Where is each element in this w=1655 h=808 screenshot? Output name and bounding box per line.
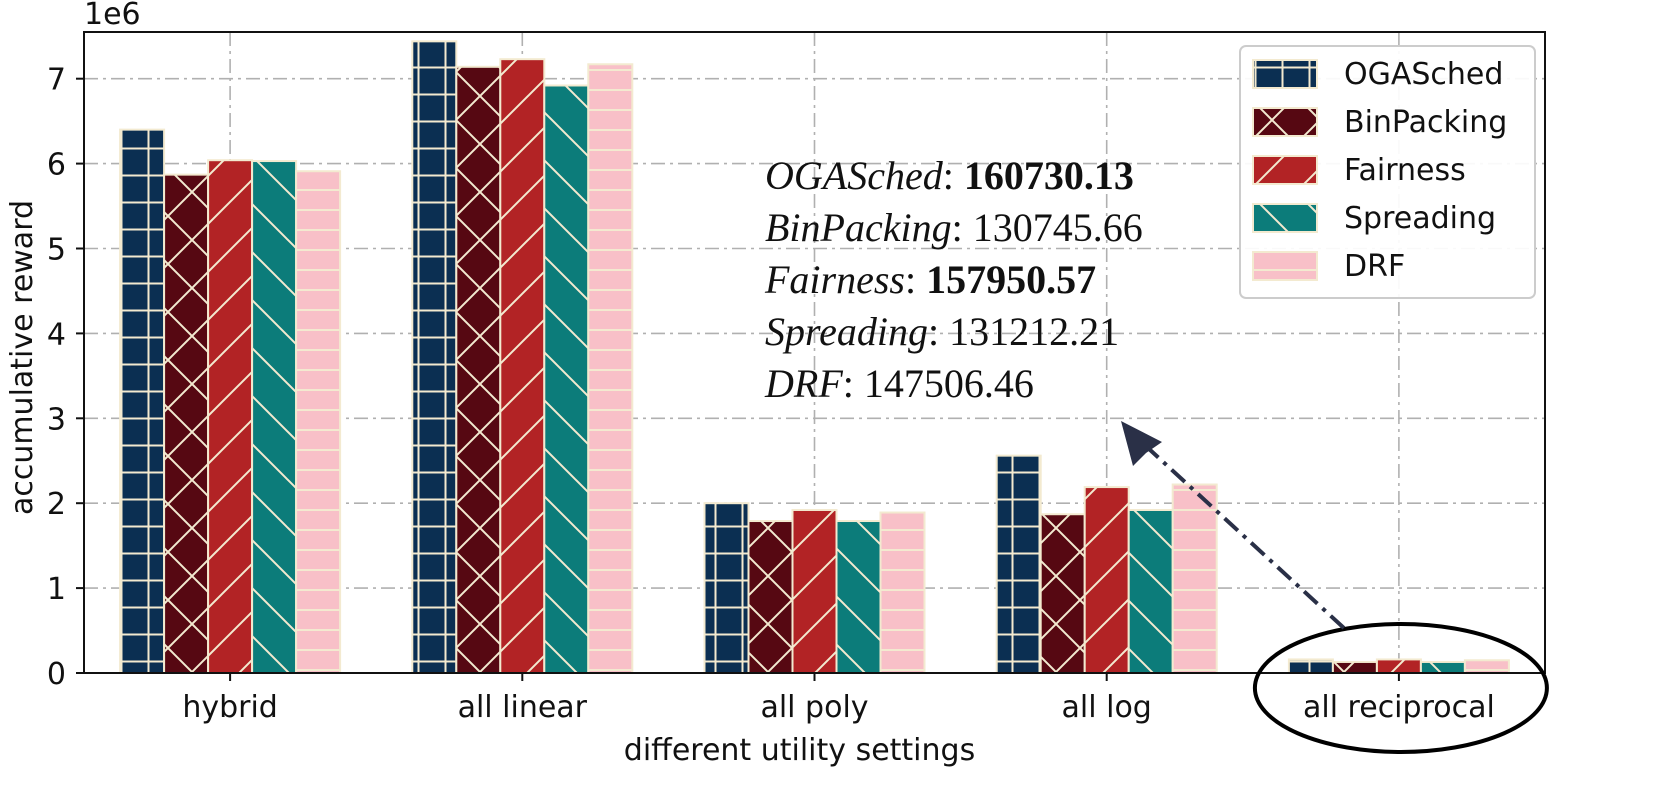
bars	[119, 40, 1510, 675]
bar-spreading-all-poly	[835, 520, 882, 675]
arrow-shaft	[1146, 446, 1346, 630]
legend-label-fairness: Fairness	[1344, 153, 1466, 188]
bar-spreading-hybrid	[251, 160, 298, 674]
bar-ogasched-all-linear	[411, 40, 458, 675]
annotation-line: DRF: 147506.46	[764, 361, 1034, 406]
legend: OGASched BinPacking Fairness Spreading DRF	[1239, 45, 1536, 299]
highlight-ellipse	[1252, 622, 1549, 754]
bar-binpacking-all-linear	[455, 65, 502, 675]
x-tick-label: hybrid	[182, 690, 278, 725]
x-tick-label: all linear	[458, 690, 588, 725]
y-tick-label: 1	[47, 572, 66, 607]
legend-swatch-ogasched	[1252, 59, 1318, 89]
legend-swatch-drf	[1252, 251, 1318, 281]
bar-fairness-all-poly	[791, 508, 838, 674]
legend-label-drf: DRF	[1344, 249, 1405, 284]
bar-drf-all-reciprocal	[1463, 659, 1510, 674]
y-tick-label: 7	[47, 63, 66, 98]
bar-drf-hybrid	[295, 170, 342, 674]
annotation-text: OGASched: 160730.13 BinPacking: 130745.66…	[764, 153, 1143, 406]
bar-fairness-all-log	[1083, 486, 1130, 674]
x-axis-ticks: hybrid all linear all poly all log all recip…	[182, 673, 1495, 725]
x-tick-label: all reciprocal	[1303, 690, 1495, 725]
bar-binpacking-all-log	[1039, 513, 1086, 675]
bar-spreading-all-log	[1127, 508, 1174, 674]
y-axis-title: accumulative reward	[5, 200, 40, 515]
legend-label-ogasched: OGASched	[1344, 57, 1503, 92]
annotation-line: Spreading: 131212.21	[765, 309, 1119, 354]
annotation-line: Fairness: 157950.57	[764, 257, 1096, 302]
y-tick-label: 3	[47, 402, 66, 437]
bar-binpacking-hybrid	[163, 173, 210, 674]
bar-fairness-hybrid	[207, 159, 254, 674]
y-tick-label: 2	[47, 487, 66, 522]
y-tick-label: 5	[47, 232, 66, 267]
bar-binpacking-all-poly	[747, 520, 794, 675]
bar-drf-all-linear	[587, 63, 634, 674]
x-tick-label: all poly	[760, 690, 868, 725]
bar-ogasched-all-log	[995, 454, 1042, 674]
legend-label-binpacking: BinPacking	[1344, 105, 1507, 140]
y-tick-label: 4	[47, 317, 66, 352]
x-axis-title: different utility settings	[624, 733, 975, 768]
y-axis-ticks: 0 1 2 3 4 5 6 7	[47, 63, 84, 692]
bar-ogasched-all-poly	[703, 502, 750, 674]
bar-spreading-all-linear	[543, 84, 590, 674]
arrow-head	[1121, 421, 1162, 466]
bar-fairness-all-linear	[499, 58, 546, 674]
annotation-line: BinPacking: 130745.66	[765, 205, 1143, 250]
x-tick-label: all log	[1062, 690, 1152, 725]
annotation-line: OGASched: 160730.13	[765, 153, 1134, 198]
bar-ogasched-all-reciprocal	[1287, 658, 1334, 674]
legend-swatch-fairness	[1252, 155, 1318, 185]
y-tick-label: 0	[47, 657, 66, 692]
bar-drf-all-poly	[879, 511, 926, 674]
bar-spreading-all-reciprocal	[1419, 660, 1466, 674]
y-scale-label: 1e6	[84, 0, 141, 32]
y-tick-label: 6	[47, 148, 66, 183]
legend-swatch-binpacking	[1252, 107, 1318, 137]
bar-ogasched-hybrid	[119, 128, 166, 675]
annotation-arrow	[1121, 421, 1549, 754]
legend-label-spreading: Spreading	[1344, 201, 1496, 236]
legend-swatch-spreading	[1252, 203, 1318, 233]
bar-fairness-all-reciprocal	[1375, 658, 1422, 674]
bar-binpacking-all-reciprocal	[1331, 660, 1378, 674]
bar-drf-all-log	[1171, 483, 1218, 675]
